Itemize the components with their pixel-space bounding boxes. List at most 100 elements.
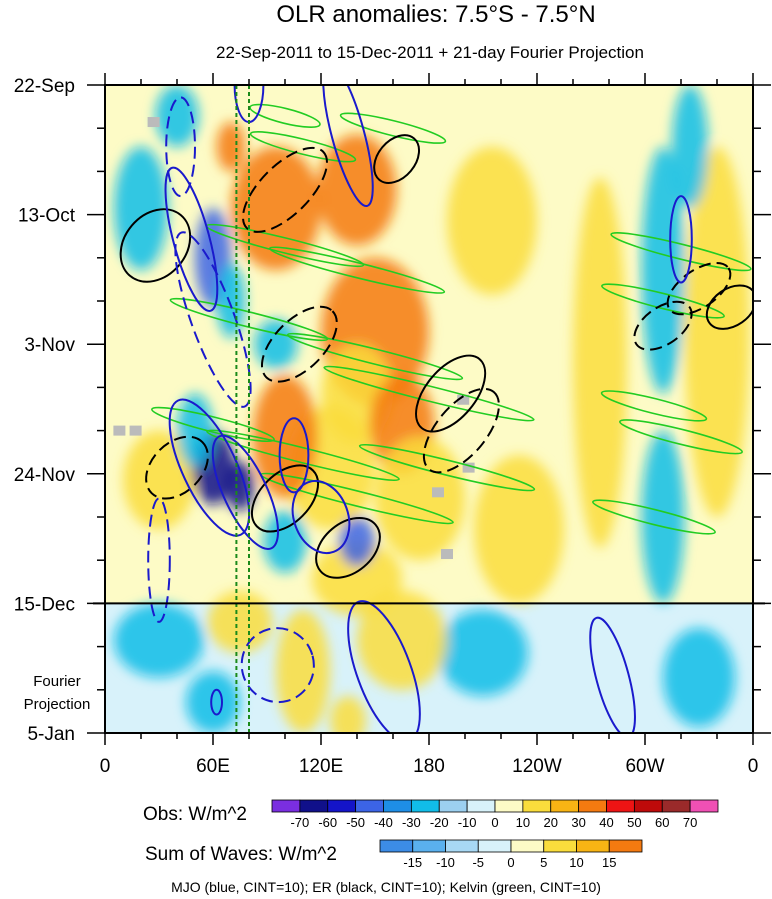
waves-colorbar-swatch bbox=[608, 839, 643, 853]
missing-data-patches bbox=[113, 117, 475, 560]
obs-colorbar-swatch bbox=[606, 799, 635, 813]
anomaly-blob-26 bbox=[672, 85, 708, 209]
anomaly-blob-23 bbox=[114, 146, 168, 271]
mjo-contour-0 bbox=[164, 166, 219, 312]
kelvin-contour-3 bbox=[268, 246, 446, 294]
obs-colorbar-swatch bbox=[633, 799, 663, 813]
waves-colorbar-label: Sum of Waves: W/m^2 bbox=[145, 844, 337, 865]
olr-anomaly-field bbox=[114, 85, 750, 733]
anomaly-blob-13 bbox=[573, 177, 627, 548]
kelvin-contour-16 bbox=[249, 103, 321, 128]
y-tick-label: 5-Jan bbox=[27, 724, 75, 745]
obs-colorbar-label-value: -20 bbox=[430, 815, 449, 830]
kelvin-contour-5 bbox=[286, 332, 464, 381]
kelvin-contour-1 bbox=[339, 112, 447, 144]
anomaly-blob-30 bbox=[438, 609, 528, 696]
mjo-contour-2 bbox=[168, 398, 251, 537]
anomaly-blob-20 bbox=[254, 319, 298, 369]
waves-colorbar-label-value: 10 bbox=[569, 855, 583, 870]
obs-colorbar-label-value: 60 bbox=[655, 815, 669, 830]
obs-colorbar-label-value: 40 bbox=[599, 815, 613, 830]
obs-colorbar-swatch bbox=[299, 799, 329, 813]
anomaly-blob-1 bbox=[231, 146, 321, 271]
obs-colorbar-label-value: -40 bbox=[374, 815, 393, 830]
missing-patch-0 bbox=[113, 425, 126, 436]
waves-colorbar-swatch bbox=[477, 839, 512, 853]
chart-subtitle: 22-Sep-2011 to 15-Dec-2011 + 21-day Four… bbox=[216, 43, 644, 62]
er-contour-10 bbox=[705, 284, 753, 330]
waves-colorbar-label-value: 15 bbox=[602, 855, 616, 870]
anomaly-blob-22 bbox=[263, 510, 307, 573]
er-contour-0 bbox=[119, 208, 192, 283]
obs-colorbar-swatch bbox=[550, 799, 580, 813]
anomaly-blob-32 bbox=[207, 591, 273, 653]
obs-colorbar-swatch bbox=[494, 799, 524, 813]
er-contour-2 bbox=[260, 305, 338, 383]
waves-colorbar-swatch bbox=[576, 839, 610, 853]
obs-colorbar-swatch bbox=[438, 799, 468, 813]
anomaly-blob-21 bbox=[339, 517, 375, 567]
kelvin-contour-0 bbox=[249, 131, 357, 163]
missing-patch-4 bbox=[462, 462, 475, 473]
mjo-contour-14 bbox=[278, 417, 310, 494]
obs-colorbar-label-value: 70 bbox=[683, 815, 697, 830]
plot-area bbox=[105, 85, 753, 733]
x-tick-label: 0 bbox=[748, 756, 759, 777]
obs-colorbar-swatch bbox=[383, 799, 412, 813]
missing-patch-3 bbox=[457, 394, 470, 405]
anomaly-blob-29 bbox=[186, 671, 240, 733]
obs-colorbar-label-value: 50 bbox=[627, 815, 641, 830]
anomaly-blob-2 bbox=[317, 134, 397, 246]
er-contour-3 bbox=[415, 354, 487, 433]
kelvin-contour-10 bbox=[151, 406, 275, 443]
er-contour-11 bbox=[633, 300, 693, 351]
y-tick-label: 15-Dec bbox=[14, 594, 75, 615]
mjo-contour-12 bbox=[240, 627, 315, 704]
anomaly-blob-35 bbox=[330, 695, 366, 733]
anomaly-blob-7 bbox=[252, 375, 318, 499]
obs-colorbar-swatch bbox=[578, 799, 607, 813]
missing-patch-2 bbox=[147, 117, 160, 128]
waves-colorbar-label-value: -5 bbox=[472, 855, 484, 870]
obs-colorbar-label-value: -70 bbox=[290, 815, 309, 830]
anomaly-blob-9 bbox=[123, 430, 195, 530]
x-tick-label: 120E bbox=[299, 756, 343, 777]
kelvin-contour-11 bbox=[610, 231, 752, 272]
er-contour-6 bbox=[251, 464, 319, 533]
obs-colorbar-swatch bbox=[661, 799, 691, 813]
missing-patch-5 bbox=[432, 487, 444, 498]
obs-colorbar-swatch bbox=[466, 799, 496, 813]
obs-colorbar-swatch bbox=[271, 799, 301, 813]
anomaly-blob-27 bbox=[641, 430, 685, 604]
obs-colorbar: -70 -60 -50 -40 -30 -20 -10 0 10 20 30 40 50 60 70 bbox=[271, 799, 719, 830]
waves-colorbar: -15 -10 -5 0 5 10 15 bbox=[379, 839, 643, 870]
obs-colorbar-swatch bbox=[327, 799, 357, 813]
mjo-contour-9 bbox=[589, 616, 636, 733]
kelvin-contour-13 bbox=[600, 390, 708, 422]
er-contour-5 bbox=[145, 435, 209, 500]
contour-legend-caption: MJO (blue, CINT=10); ER (black, CINT=10)… bbox=[171, 879, 601, 895]
missing-patch-6 bbox=[441, 549, 453, 560]
x-axis: 0 60E 120E 180 120W 60W 0 bbox=[100, 73, 759, 777]
er-contour-4 bbox=[422, 387, 500, 474]
obs-colorbar-label-value: -30 bbox=[402, 815, 421, 830]
obs-colorbar-label-value: -60 bbox=[318, 815, 337, 830]
anomaly-blob-24 bbox=[155, 85, 199, 147]
waves-colorbar-swatch bbox=[379, 839, 414, 853]
anomaly-blob-31 bbox=[663, 628, 735, 727]
x-tick-label: 60W bbox=[625, 756, 664, 777]
waves-colorbar-swatch bbox=[510, 839, 545, 853]
kelvin-contour-9 bbox=[358, 443, 536, 492]
anomaly-blob-34 bbox=[357, 591, 447, 690]
kelvin-contour-12 bbox=[601, 283, 725, 319]
x-tick-label: 180 bbox=[413, 756, 445, 777]
mjo-contour-7 bbox=[165, 96, 197, 198]
missing-patch-1 bbox=[129, 425, 142, 436]
waves-colorbar-label-value: 5 bbox=[540, 855, 547, 870]
y-tick-label: 3-Nov bbox=[24, 335, 75, 356]
er-contour-1 bbox=[242, 146, 328, 233]
reference-longitude-lines bbox=[235, 85, 250, 733]
mjo-contour-1 bbox=[174, 231, 252, 408]
y-tick-label: 24-Nov bbox=[14, 465, 76, 486]
